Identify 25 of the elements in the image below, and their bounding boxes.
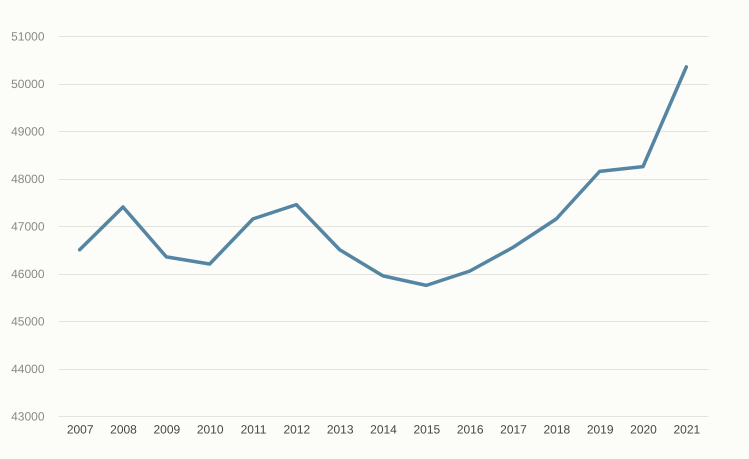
line-series [78,65,688,288]
x-tick-label: 2017 [500,422,528,436]
y-tick-label: 47000 [11,220,45,234]
x-tick-label: 2015 [413,422,441,436]
x-tick-label: 2020 [630,422,658,436]
y-tick-label: 46000 [11,267,45,281]
y-tick-label: 43000 [11,410,45,424]
y-tick-label: 48000 [11,172,45,186]
x-tick-label: 2014 [370,422,398,436]
x-tick-label: 2018 [543,422,571,436]
x-tick-label: 2021 [673,422,701,436]
y-tick-label: 44000 [11,362,45,376]
y-tick-label: 45000 [11,314,45,328]
x-tick-label: 2010 [196,422,224,436]
x-tick-label: 2016 [456,422,484,436]
x-tick-label: 2008 [110,422,138,436]
y-tick-label: 49000 [11,124,45,138]
y-tick-label: 50000 [11,77,45,91]
x-tick-label: 2019 [586,422,614,436]
x-tick-label: 2012 [283,422,311,436]
y-tick-label: 51000 [11,30,45,44]
x-tick-label: 2013 [326,422,354,436]
x-tick-label: 2007 [66,422,94,436]
x-tick-label: 2009 [153,422,181,436]
x-tick-label: 2011 [240,422,267,436]
